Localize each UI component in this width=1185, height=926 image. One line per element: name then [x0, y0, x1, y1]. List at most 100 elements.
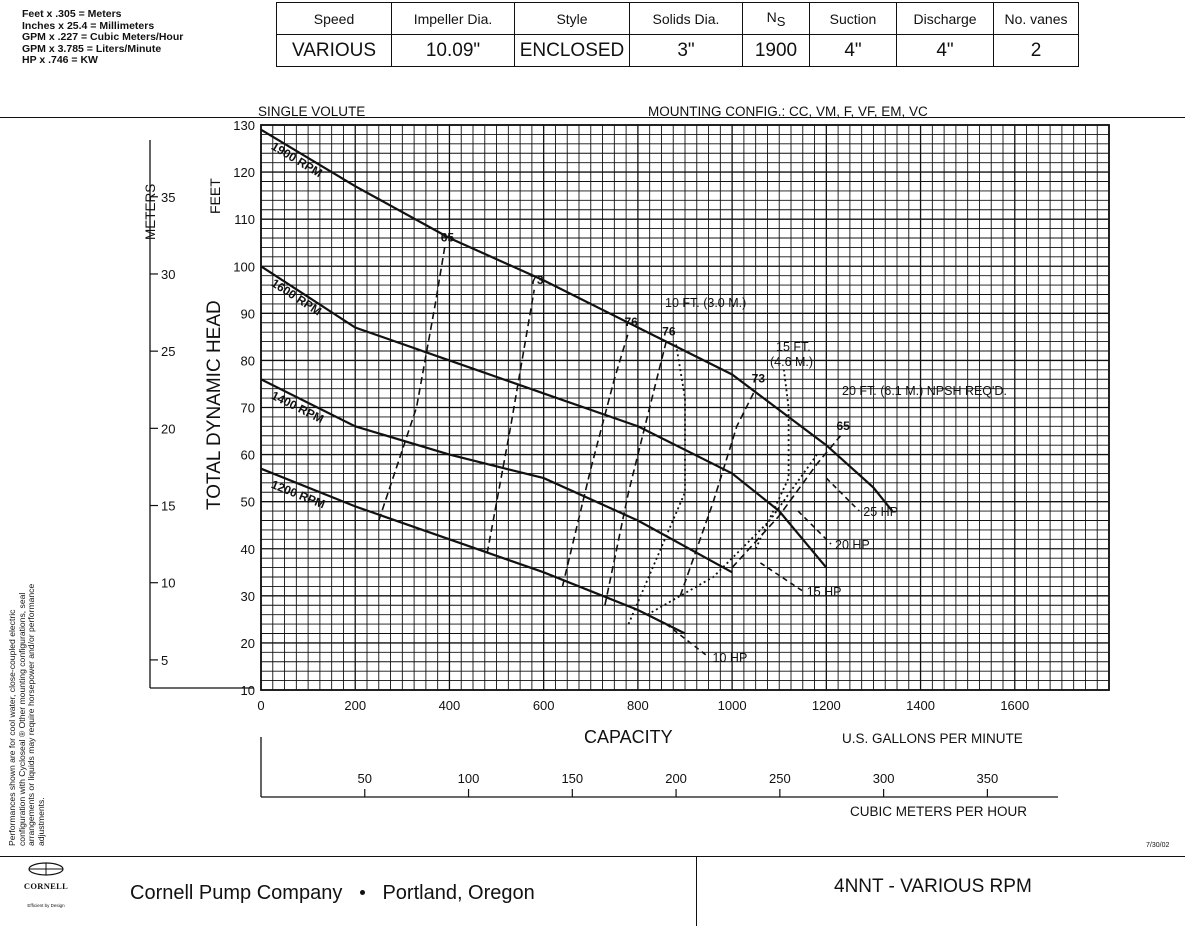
npsh-curves — [627, 341, 818, 625]
y-tick-label: 40 — [241, 542, 255, 557]
spec-header: Discharge — [896, 2, 994, 35]
npsh-label: 10 FT. (3.0 M.) — [665, 296, 746, 310]
y-tick-label: 80 — [241, 353, 255, 368]
hp-label: 10 HP — [713, 651, 748, 665]
cornell-logo: CORNELL Efficient by Design — [20, 862, 72, 908]
model-title: 4NNT - VARIOUS RPM — [834, 876, 1032, 897]
rpm-curves — [260, 128, 894, 635]
x2-tick-label: 200 — [665, 771, 687, 786]
efficiency-curve — [731, 435, 842, 569]
npsh-curve — [646, 454, 818, 616]
logo-tagline: Efficient by Design — [27, 903, 65, 908]
rpm-curve — [260, 467, 686, 635]
ns-subscript: S — [776, 13, 786, 29]
y-tick-label: 110 — [234, 212, 255, 227]
y-axis-title: TOTAL DYNAMIC HEAD — [204, 300, 225, 510]
rpm-curve — [260, 265, 828, 569]
efficiency-label: 76 — [662, 325, 676, 339]
x-axis-title: CAPACITY — [584, 727, 673, 747]
company-location: Portland, Oregon — [382, 882, 535, 904]
y-units-label: FEET — [207, 178, 223, 214]
efficiency-curve — [604, 341, 667, 606]
spec-value: ENCLOSED — [514, 34, 630, 67]
efficiency-curve — [561, 331, 630, 587]
spec-header: Impeller Dia. — [391, 2, 515, 35]
rpm-curve — [260, 378, 733, 574]
x-units-label: U.S. GALLONS PER MINUTE — [842, 731, 1023, 746]
spec-header: Solids Dia. — [629, 2, 743, 35]
company-line: Cornell Pump Company Portland, Oregon — [130, 882, 535, 905]
x-tick-label: 1600 — [1000, 698, 1029, 713]
efficiency-label: 73 — [530, 273, 544, 287]
y2-tick-label: 25 — [161, 344, 175, 359]
conversion-line: HP x .746 = KW — [22, 54, 98, 67]
y-tick-label: 10 — [241, 683, 255, 698]
spec-value: 4" — [896, 34, 994, 67]
spec-value: 4" — [809, 34, 897, 67]
horsepower-lines — [665, 477, 860, 658]
y2-units-label: METERS — [143, 184, 158, 240]
spec-header: Suction — [809, 2, 897, 35]
y2-tick-label: 20 — [161, 421, 175, 436]
efficiency-curve — [378, 247, 446, 521]
rpm-label: 1900 RPM — [269, 139, 325, 180]
npsh-label: 20 FT. (6.1 M.) NPSH REQ'D. — [842, 384, 1007, 398]
efficiency-curve — [486, 289, 535, 554]
x2-tick-label: 150 — [561, 771, 583, 786]
y2-tick-label: 15 — [161, 499, 175, 514]
hp-label: 25 HP — [863, 505, 898, 519]
efficiency-label: 73 — [752, 372, 766, 386]
rpm-curve — [260, 128, 894, 512]
chart-title-right: MOUNTING CONFIG.: CC, VM, F, VF, EM, VC — [648, 104, 928, 119]
chart-title-left: SINGLE VOLUTE — [258, 104, 365, 119]
spec-value: 1900 — [742, 34, 810, 67]
performance-disclaimer: Performances shown are for cool water, c… — [7, 583, 46, 846]
plot-border — [260, 124, 1110, 691]
spec-value: 2 — [993, 34, 1079, 67]
logo-name: CORNELL — [23, 881, 69, 891]
hp-line — [797, 510, 832, 545]
conversion-line: GPM x .227 = Cubic Meters/Hour — [22, 31, 184, 44]
x-tick-label: 800 — [627, 698, 649, 713]
spec-header: Speed — [276, 2, 392, 35]
efficiency-label: 65 — [441, 230, 455, 244]
efficiency-label: 65 — [836, 419, 850, 433]
npsh-label: (4.6 M.) — [770, 355, 813, 369]
spec-value: 3" — [629, 34, 743, 67]
npsh-label: 15 FT. — [776, 340, 811, 354]
spec-header: Style — [514, 2, 630, 35]
x-tick-label: 1400 — [906, 698, 935, 713]
efficiency-curve — [679, 388, 757, 597]
unit-conversions: Feet x .305 = Meters Inches x 25.4 = Mil… — [22, 8, 184, 67]
y-tick-label: 50 — [241, 495, 255, 510]
spec-value: VARIOUS — [276, 34, 392, 67]
pump-spec-table: Speed Impeller Dia. Style Solids Dia. NS… — [276, 2, 1079, 67]
x2-tick-label: 300 — [873, 771, 895, 786]
footer-split — [696, 856, 697, 926]
x2-tick-label: 100 — [458, 771, 480, 786]
chart-text: 10 20 30 40 50 60 70 80 90 100 110 120 130 0 200 400 600… — [143, 104, 1029, 819]
x-tick-label: 0 — [257, 698, 264, 713]
y-tick-label: 120 — [233, 165, 255, 180]
y2-tick-label: 5 — [161, 653, 168, 668]
bullet-icon — [359, 890, 365, 895]
conversion-line: Feet x .305 = Meters — [22, 8, 122, 20]
company-name: Cornell Pump Company — [130, 882, 343, 904]
logo-emblem-icon — [28, 862, 64, 876]
chart-axes — [149, 124, 1110, 798]
y-tick-label: 20 — [241, 636, 255, 651]
y2-tick-label: 35 — [161, 190, 175, 205]
hp-line — [825, 477, 860, 512]
ns-letter: N — [766, 8, 777, 25]
efficiency-curves — [378, 247, 842, 606]
x-tick-label: 1200 — [812, 698, 841, 713]
hp-label: 15 HP — [807, 585, 842, 599]
x2-tick-label: 250 — [769, 771, 791, 786]
y-tick-label: 100 — [233, 259, 255, 274]
hp-label: 20 HP — [835, 538, 870, 552]
y2-tick-label: 30 — [161, 267, 175, 282]
chart-grid — [260, 124, 1110, 691]
x-tick-label: 200 — [344, 698, 366, 713]
efficiency-label: 76 — [624, 315, 638, 329]
